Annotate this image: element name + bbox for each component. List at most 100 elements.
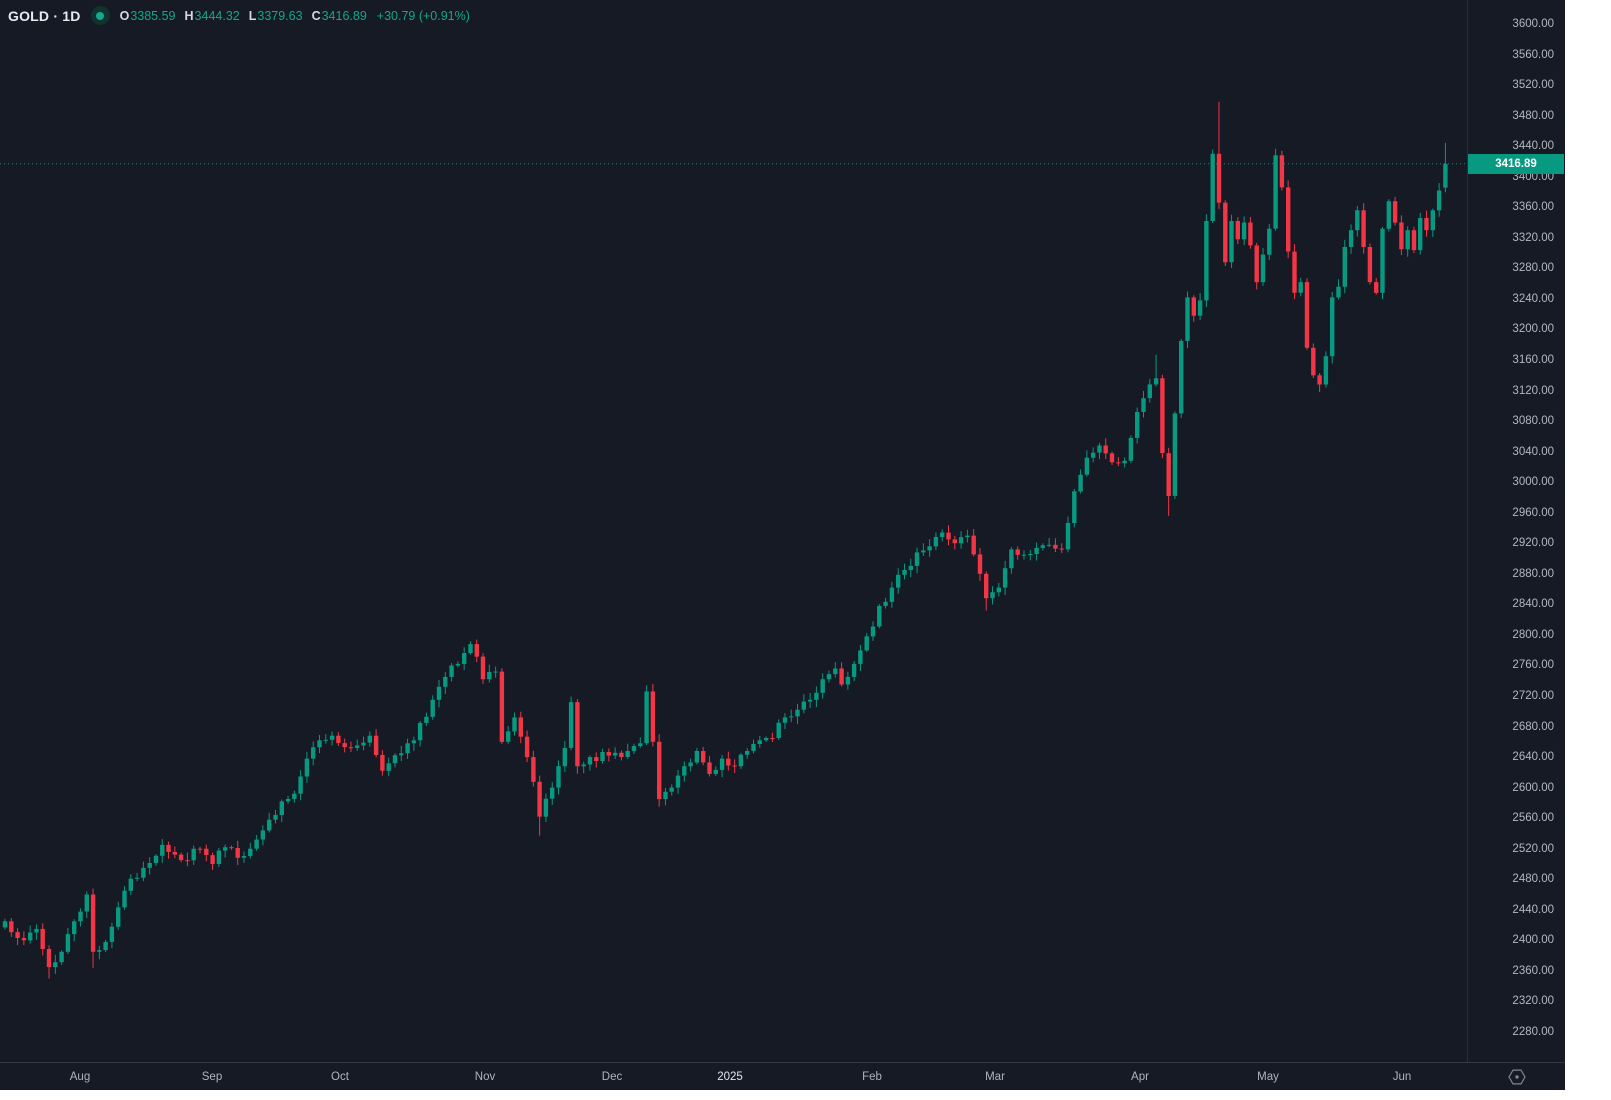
candle (279, 799, 284, 823)
candle (1286, 180, 1291, 259)
candle (751, 739, 756, 754)
candle (594, 752, 599, 768)
candle (512, 712, 517, 736)
candle (1424, 210, 1429, 237)
candle (40, 923, 45, 956)
candle (977, 548, 983, 581)
candle (1185, 291, 1190, 349)
candle (373, 729, 379, 758)
candle (933, 532, 939, 551)
candle (311, 741, 316, 766)
candle (348, 741, 354, 752)
candle (612, 747, 618, 760)
candle (1304, 278, 1310, 350)
candle (1153, 354, 1159, 387)
candle (172, 846, 177, 859)
candlestick-chart-canvas[interactable] (0, 0, 1467, 1062)
candle (814, 686, 819, 708)
candle (506, 726, 511, 745)
candle (46, 945, 52, 979)
candle (996, 582, 1001, 597)
candle (2, 918, 8, 930)
candle (789, 709, 794, 723)
candle (285, 795, 291, 804)
candle (317, 734, 322, 754)
candle (688, 758, 693, 772)
candle (1223, 200, 1228, 266)
candle (1273, 148, 1278, 231)
candle (103, 939, 108, 953)
candle (185, 852, 190, 867)
candle (1053, 538, 1058, 553)
candle (462, 647, 467, 671)
candle (732, 759, 737, 773)
candle (1021, 550, 1027, 560)
candle (380, 750, 385, 776)
candle (1002, 560, 1008, 596)
candle (455, 661, 461, 668)
candle (801, 694, 806, 714)
candle (336, 732, 341, 747)
ohlc-field: C 3416.89 (312, 9, 367, 23)
ohlc-value: 3444.32 (194, 8, 240, 23)
candle (770, 732, 775, 743)
ohlc-field: O 3385.59 (120, 9, 176, 23)
candle (870, 621, 876, 641)
candle (807, 693, 813, 709)
price-tick-label: 2600.00 (1512, 781, 1554, 794)
time-tick-month: Dec (601, 1070, 623, 1083)
market-status-icon[interactable] (90, 6, 110, 25)
candle (480, 653, 486, 684)
price-tick-label: 3440.00 (1512, 140, 1554, 153)
price-tick-label: 3320.00 (1512, 231, 1554, 244)
candle (1311, 343, 1316, 378)
candle (820, 673, 825, 699)
candle (858, 644, 863, 671)
price-tick-label: 2960.00 (1512, 506, 1554, 519)
candle (839, 662, 844, 687)
candle (1097, 442, 1102, 460)
candle (1147, 378, 1152, 403)
price-scale-settings-button[interactable] (1506, 1066, 1528, 1088)
candle (292, 790, 297, 803)
candle (550, 782, 555, 805)
candle (965, 529, 970, 543)
candle (795, 703, 800, 724)
candle (1141, 390, 1146, 418)
candle (1330, 292, 1335, 364)
candle (65, 927, 71, 954)
candle (160, 839, 165, 863)
candle (122, 886, 127, 910)
price-axis[interactable]: 3600.00 3560.00 3520.00 3480.00 3440.00 3400.… (1468, 0, 1565, 1062)
candle (1135, 407, 1140, 444)
candle (889, 581, 895, 608)
price-tick-label: 2760.00 (1512, 659, 1554, 672)
candle (248, 842, 253, 859)
candle (1367, 243, 1373, 285)
candle (763, 736, 769, 742)
candle (845, 671, 851, 690)
candle (1197, 293, 1203, 320)
candle (1172, 411, 1178, 499)
price-tick-label: 3200.00 (1512, 323, 1554, 336)
candle (587, 755, 593, 771)
candle (1046, 538, 1052, 548)
symbol-title[interactable]: GOLD · 1D (8, 7, 81, 24)
price-tick-label: 2680.00 (1512, 720, 1554, 733)
price-tick-label: 2920.00 (1512, 537, 1554, 550)
candle (971, 529, 976, 557)
candle (1411, 226, 1417, 254)
time-axis[interactable]: Aug Sep Oct Nov Dec 2025 Feb Mar Apr May Jun (0, 1063, 1467, 1090)
candle (436, 680, 442, 708)
candle (1229, 214, 1234, 268)
candle (543, 793, 549, 822)
candle (581, 761, 586, 774)
candle (499, 668, 505, 744)
candle (958, 531, 964, 549)
candle (851, 660, 857, 682)
candle (600, 748, 605, 764)
candle (1059, 543, 1064, 553)
price-tick-label: 3360.00 (1512, 201, 1554, 214)
candle (738, 753, 744, 769)
ohlc-readout: O 3385.59 H 3444.32 L 3379.63 C 3416.89 (120, 9, 367, 23)
